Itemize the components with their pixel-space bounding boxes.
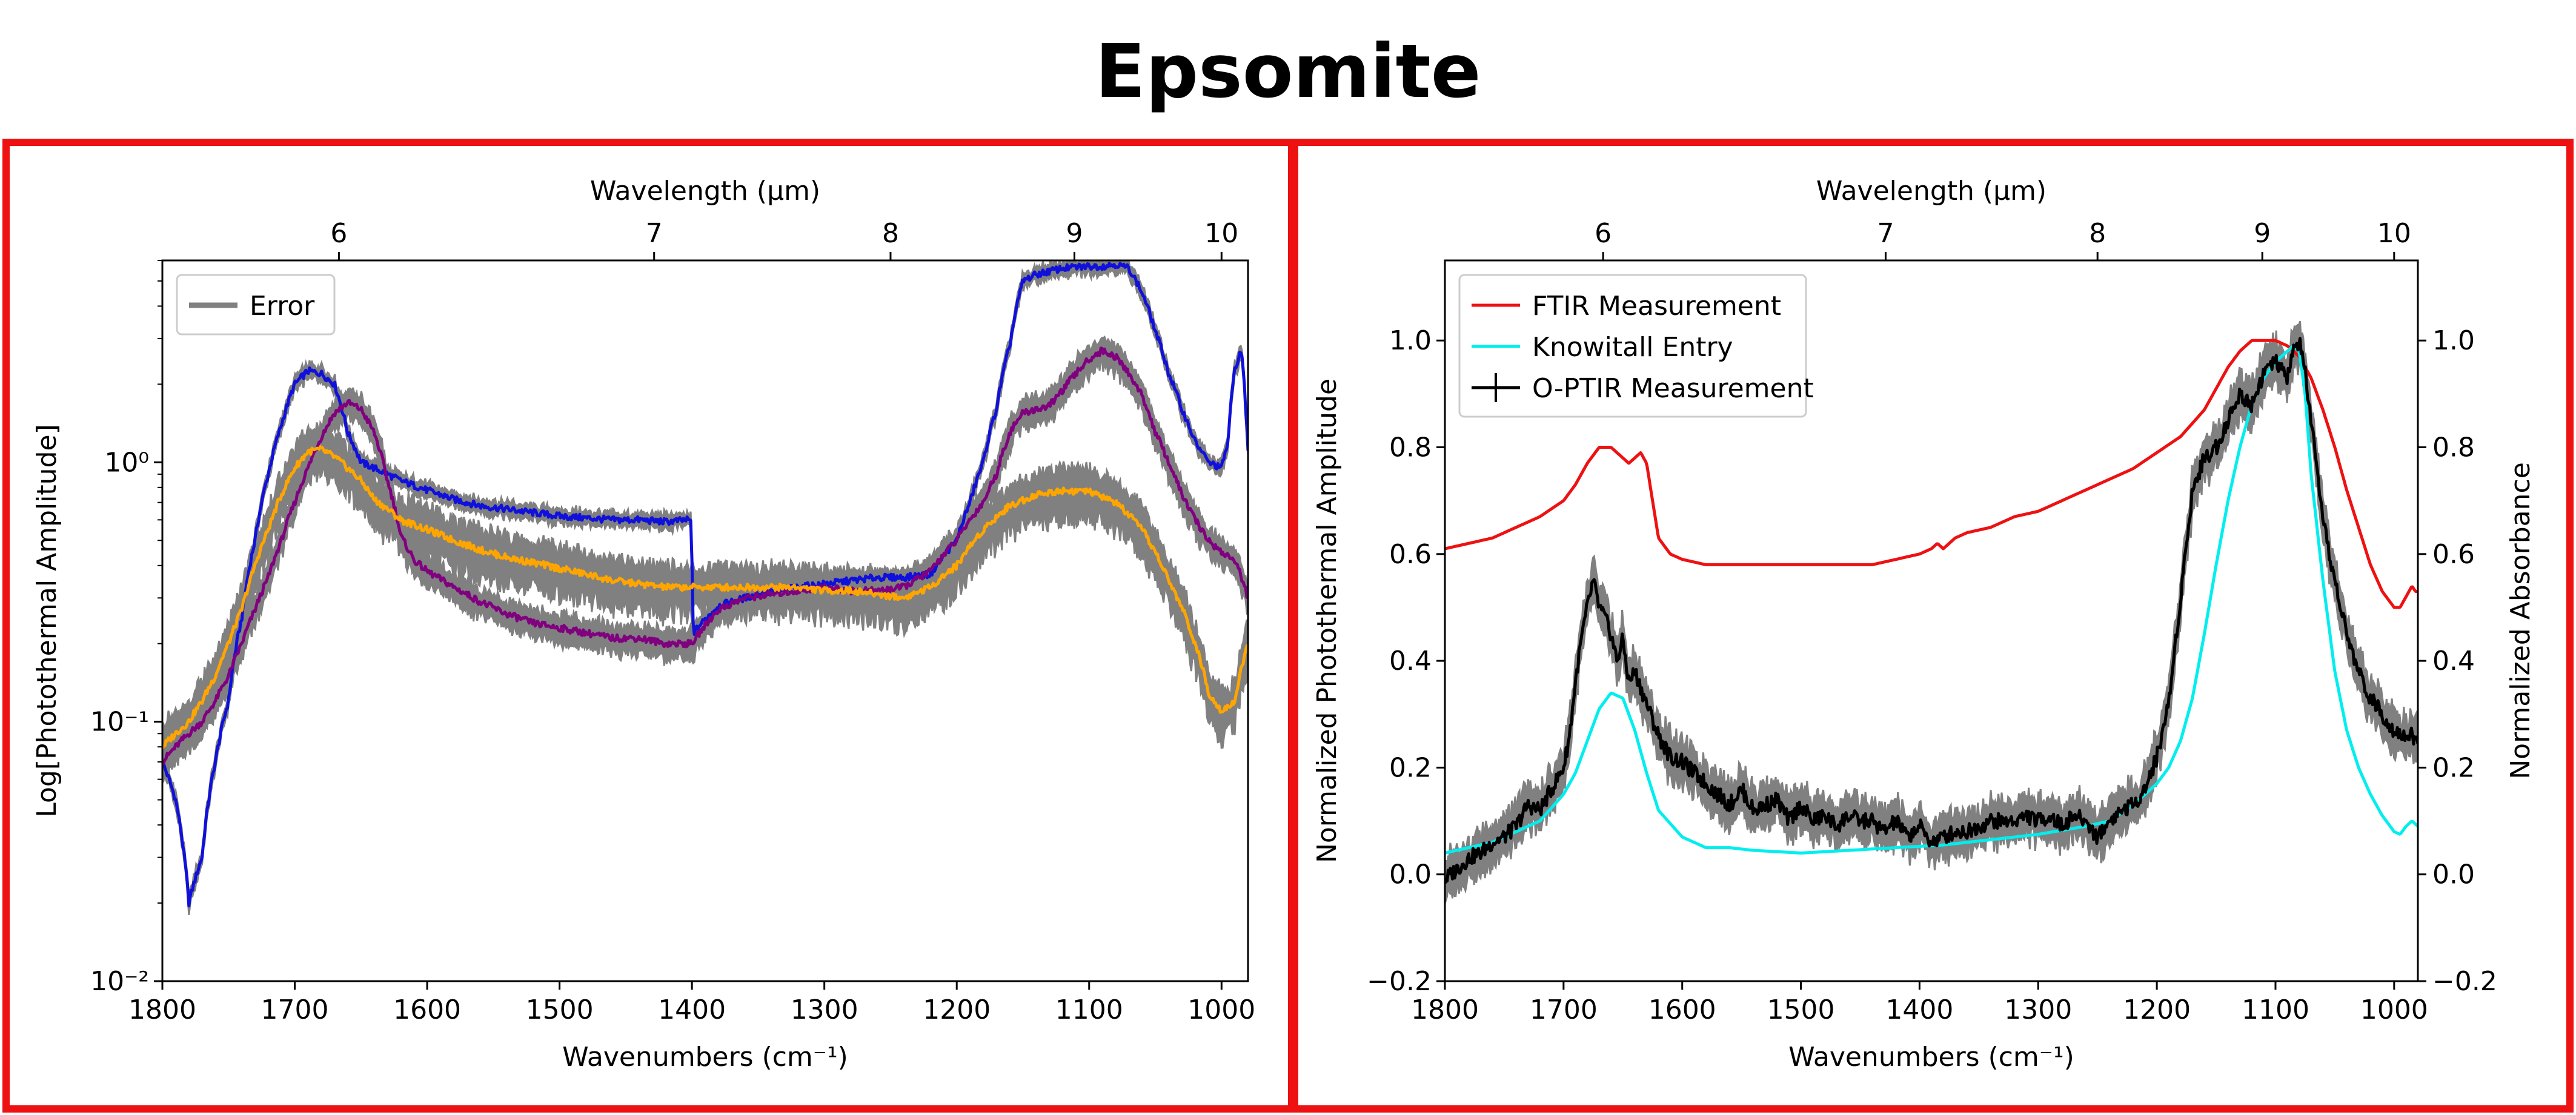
left-y-tick-label: 10⁻¹ xyxy=(90,707,149,738)
left-error-band-2 xyxy=(162,420,1248,778)
right-y2-tick-label: 0.6 xyxy=(2432,539,2475,570)
left-series-group xyxy=(162,260,1248,915)
right-top-tick-label: 8 xyxy=(2089,218,2106,249)
left-y-tick-label: 10⁰ xyxy=(104,447,149,478)
right-x-tick-label: 1000 xyxy=(2360,994,2428,1025)
right-legend-label: Knowitall Entry xyxy=(1532,332,1733,363)
right-y2-tick-label: 0.2 xyxy=(2432,752,2475,783)
right-x-tick-label: 1500 xyxy=(1767,994,1835,1025)
right-x-axis-label: Wavenumbers (cm⁻¹) xyxy=(1788,1042,2074,1073)
right-legend-label: FTIR Measurement xyxy=(1532,291,1781,322)
right-x-tick-label: 1400 xyxy=(1885,994,1953,1025)
left-top-axis-label: Wavelength (μm) xyxy=(590,176,820,207)
left-legend-box xyxy=(176,274,336,336)
right-top-tick-label: 10 xyxy=(2377,218,2411,249)
left-x-tick-label: 1000 xyxy=(1187,994,1255,1025)
right-y-tick-label: 0.0 xyxy=(1389,859,1432,890)
right-series-line-0 xyxy=(1445,339,2418,609)
log-amplitude-chart: 1800 1700 1600 1500 1400 1300 1200 1100 1000 6 7 8 9… xyxy=(32,176,1255,1073)
right-legend-box xyxy=(1458,274,1807,418)
left-x-tick-label: 1300 xyxy=(791,994,858,1025)
right-y-tick-label: 0.6 xyxy=(1389,539,1432,570)
left-plot-frame xyxy=(161,259,1249,982)
right-y-tick-label: 0.8 xyxy=(1389,432,1432,463)
left-top-tick-label: 8 xyxy=(882,218,899,249)
left-x-axis-label: Wavenumbers (cm⁻¹) xyxy=(562,1042,848,1073)
left-series-line-1 xyxy=(162,346,1248,766)
right-y-tick-label: 0.2 xyxy=(1389,752,1432,783)
right-y2-tick-label: 0.0 xyxy=(2432,859,2475,890)
right-y2-axis-label: Normalized Absorbance xyxy=(2505,462,2536,779)
right-x-tick-label: 1200 xyxy=(2123,994,2191,1025)
left-x-tick-label: 1100 xyxy=(1055,994,1123,1025)
right-x-tick-label: 1700 xyxy=(1530,994,1598,1025)
left-x-tick-label: 1400 xyxy=(658,994,726,1025)
right-series-line-2 xyxy=(1445,337,2418,884)
left-y-axis-label: Log[Photothermal Amplitude] xyxy=(32,424,62,817)
right-panel-frame xyxy=(1291,139,2574,1113)
left-legend-label: Error xyxy=(250,291,315,322)
right-legend-label: O-PTIR Measurement xyxy=(1532,373,1814,404)
left-top-tick-label: 10 xyxy=(1204,218,1238,249)
right-x-tick-label: 1600 xyxy=(1648,994,1716,1025)
right-y2-tick-label: 0.4 xyxy=(2432,646,2475,677)
left-error-band-1 xyxy=(162,335,1248,785)
left-error-band-0 xyxy=(162,260,1248,915)
right-x-tick-label: 1300 xyxy=(2004,994,2072,1025)
left-x-tick-label: 1700 xyxy=(261,994,329,1025)
right-y-tick-label: 0.4 xyxy=(1389,646,1432,677)
right-x-tick-label: 1800 xyxy=(1411,994,1479,1025)
right-y2-tick-label: 1.0 xyxy=(2432,325,2475,356)
normalized-amplitude-chart: 1800 1700 1600 1500 1400 1300 1200 1100 1000 6 7 8 9… xyxy=(1312,176,2536,1073)
left-series-line-0 xyxy=(162,262,1248,908)
left-y-tick-label: 10⁻² xyxy=(90,966,149,997)
right-y-axis-label: Normalized Photothermal Amplitude xyxy=(1312,379,1343,863)
right-top-tick-label: 9 xyxy=(2254,218,2271,249)
left-x-tick-label: 1200 xyxy=(923,994,991,1025)
left-top-tick-label: 9 xyxy=(1066,218,1083,249)
right-y-tick-label: 1.0 xyxy=(1389,325,1432,356)
right-y2-tick-label: −0.2 xyxy=(2432,966,2497,997)
left-x-tick-label: 1500 xyxy=(526,994,594,1025)
right-plot-frame xyxy=(1444,259,2419,982)
right-error-band-2 xyxy=(1445,320,2418,904)
left-top-tick-label: 6 xyxy=(330,218,347,249)
left-x-tick-label: 1800 xyxy=(128,994,196,1025)
right-top-tick-label: 6 xyxy=(1595,218,1612,249)
left-series-line-2 xyxy=(162,445,1248,749)
right-y-tick-label: −0.2 xyxy=(1367,966,1432,997)
right-x-tick-label: 1100 xyxy=(2242,994,2309,1025)
page-title: Epsomite xyxy=(1095,28,1481,114)
right-y2-tick-label: 0.8 xyxy=(2432,432,2475,463)
right-top-axis-label: Wavelength (μm) xyxy=(1816,176,2047,207)
left-x-tick-label: 1600 xyxy=(393,994,461,1025)
right-top-tick-label: 7 xyxy=(1877,218,1894,249)
right-series-group xyxy=(1445,320,2418,904)
left-top-tick-label: 7 xyxy=(646,218,663,249)
